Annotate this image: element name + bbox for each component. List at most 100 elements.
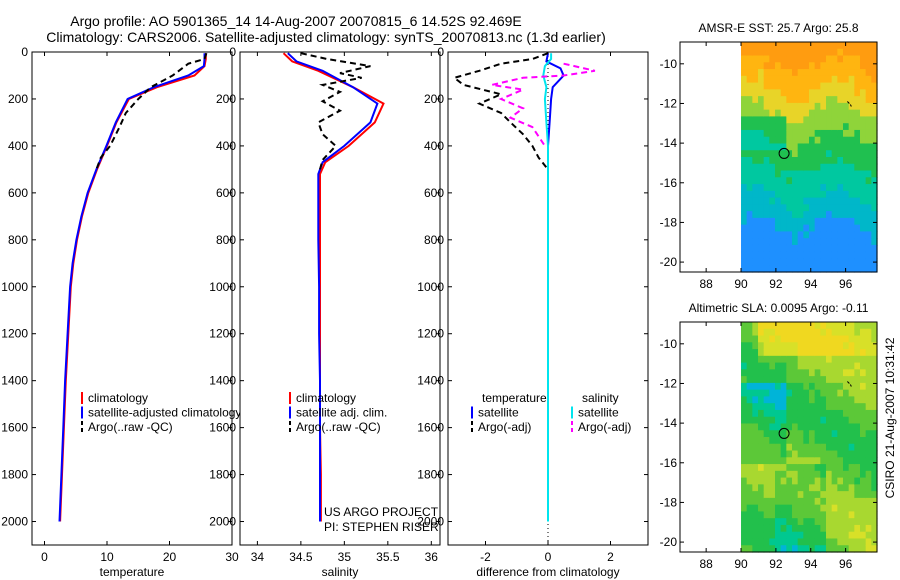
sla_map-heatmap-cell xyxy=(814,376,821,384)
sst_map-heatmap-cell xyxy=(769,123,776,131)
sst_map-heatmap-cell xyxy=(758,69,765,77)
sla_map-heatmap-cell xyxy=(780,362,787,370)
sla_map-heatmap-cell xyxy=(854,470,861,479)
sst_map-heatmap-cell xyxy=(803,190,810,199)
sla_map-heatmap-cell xyxy=(809,322,816,330)
sla_map-heatmap-cell xyxy=(814,497,821,506)
sla_map-heatmap-cell xyxy=(752,518,759,526)
sst_map-heatmap-cell xyxy=(831,211,838,219)
sst_map-heatmap-cell xyxy=(854,258,861,266)
sla_map-heatmap-cell xyxy=(741,524,748,533)
sst_map-heatmap-cell xyxy=(741,157,748,165)
sla_map-heatmap-cell xyxy=(803,423,810,431)
temperature-xtick-label: 30 xyxy=(225,550,239,564)
sst_map-heatmap-cell xyxy=(803,69,810,77)
sla_map-heatmap-cell xyxy=(792,322,799,330)
sla_map-heatmap-cell xyxy=(775,518,782,526)
sla_map-heatmap-cell xyxy=(741,355,748,364)
sst_map-heatmap-cell xyxy=(814,224,821,233)
sla_map-heatmap-cell xyxy=(820,484,827,492)
sst_map-heatmap-cell xyxy=(871,217,878,226)
temperature-ytick-label: 1400 xyxy=(1,374,28,388)
sla_map-heatmap-cell xyxy=(848,403,855,411)
sla_map-heatmap-cell xyxy=(763,518,770,526)
sst_map-heatmap-cell xyxy=(763,89,770,97)
sla_map-xtick-label: 96 xyxy=(839,557,853,571)
sla_map-heatmap-cell xyxy=(860,369,867,377)
sst_map-heatmap-cell xyxy=(854,204,861,212)
sla_map-heatmap-cell xyxy=(752,355,759,364)
sla_map-heatmap-cell xyxy=(831,538,838,546)
sst_map-heatmap-cell xyxy=(831,42,838,50)
sla_map-heatmap-cell xyxy=(752,376,759,384)
sla_map-heatmap-cell xyxy=(775,511,782,519)
sst_map-heatmap-cell xyxy=(837,62,844,70)
sla_map-heatmap-cell xyxy=(803,477,810,485)
sst_map-heatmap-cell xyxy=(860,42,867,50)
sst_map-heatmap-cell xyxy=(814,265,821,273)
sla_map-heatmap-cell xyxy=(871,531,878,540)
sst_map-heatmap-cell xyxy=(854,150,861,158)
sla_map-heatmap-cell xyxy=(763,504,770,513)
sla_map-heatmap-cell xyxy=(769,423,776,431)
sst_map-heatmap-cell xyxy=(814,157,821,165)
sst_map-heatmap-cell xyxy=(860,170,867,178)
sst_map-heatmap-cell xyxy=(843,163,850,172)
sla_map-heatmap-cell xyxy=(775,349,782,357)
sst_map-heatmap-cell xyxy=(792,190,799,199)
sla_map-heatmap-cell xyxy=(769,538,776,546)
sla_map-heatmap-cell xyxy=(758,342,765,350)
sla_map-heatmap-cell xyxy=(775,457,782,465)
sst_map-heatmap-cell xyxy=(803,244,810,253)
sla_map-heatmap-cell xyxy=(746,355,753,364)
sla_map-heatmap-cell xyxy=(837,396,844,404)
sla_map-heatmap-cell xyxy=(871,491,878,499)
difference-ytick-label: 1600 xyxy=(417,421,444,435)
sla_map-heatmap-cell xyxy=(786,369,793,377)
sla_map-heatmap-cell xyxy=(820,470,827,479)
sst_map-heatmap-cell xyxy=(780,258,787,266)
sst_map-heatmap-cell xyxy=(826,231,833,239)
sst_map-heatmap-cell xyxy=(792,170,799,178)
sla_map-heatmap-cell xyxy=(763,437,770,445)
sst_map-heatmap-cell xyxy=(741,48,748,57)
sla_map-heatmap-cell xyxy=(826,389,833,398)
sst_map-heatmap-cell xyxy=(769,82,776,90)
sst_map-heatmap-cell xyxy=(763,184,770,192)
sst_map-heatmap-cell xyxy=(854,96,861,104)
sla_map-heatmap-cell xyxy=(792,355,799,364)
sla_map-heatmap-cell xyxy=(746,416,753,425)
sla_map-heatmap-cell xyxy=(854,396,861,404)
sst_map-heatmap-cell xyxy=(763,204,770,212)
sst_map-heatmap-cell xyxy=(871,184,878,192)
sst_map-heatmap-cell xyxy=(814,190,821,199)
sla_map-heatmap-cell xyxy=(848,342,855,350)
sla_map-heatmap-cell xyxy=(741,423,748,431)
temperature-legend-label-0: climatology xyxy=(88,391,148,405)
sst_map-heatmap-cell xyxy=(871,48,878,57)
sst_map-heatmap-cell xyxy=(809,238,816,246)
sla_map-heatmap-cell xyxy=(803,491,810,499)
sla_map-heatmap-cell xyxy=(871,403,878,411)
sst_map-ytick-label: -10 xyxy=(660,57,678,71)
sla_map-heatmap-cell xyxy=(831,362,838,370)
sst_map-heatmap-cell xyxy=(809,258,816,266)
sla_map-heatmap-cell xyxy=(854,349,861,357)
sst_map-heatmap-cell xyxy=(854,184,861,192)
sst_map-heatmap-cell xyxy=(848,69,855,77)
sst_map-heatmap-cell xyxy=(831,82,838,90)
sla_map-heatmap-cell xyxy=(826,403,833,411)
sst_map-heatmap-cell xyxy=(763,238,770,246)
sst_map-heatmap-cell xyxy=(820,109,827,118)
sst_map-heatmap-cell xyxy=(758,163,765,172)
sst_map-heatmap-cell xyxy=(837,190,844,199)
sla_map-heatmap-cell xyxy=(831,524,838,533)
sst_map-heatmap-cell xyxy=(871,170,878,178)
sla_map-heatmap-cell xyxy=(820,511,827,519)
sst_map-heatmap-cell xyxy=(775,211,782,219)
sst_map-heatmap-cell xyxy=(780,211,787,219)
sst_map-heatmap-cell xyxy=(769,89,776,97)
sst_map-heatmap-cell xyxy=(780,48,787,57)
sla_map-heatmap-cell xyxy=(741,511,748,519)
sla_map-heatmap-cell xyxy=(871,497,878,506)
